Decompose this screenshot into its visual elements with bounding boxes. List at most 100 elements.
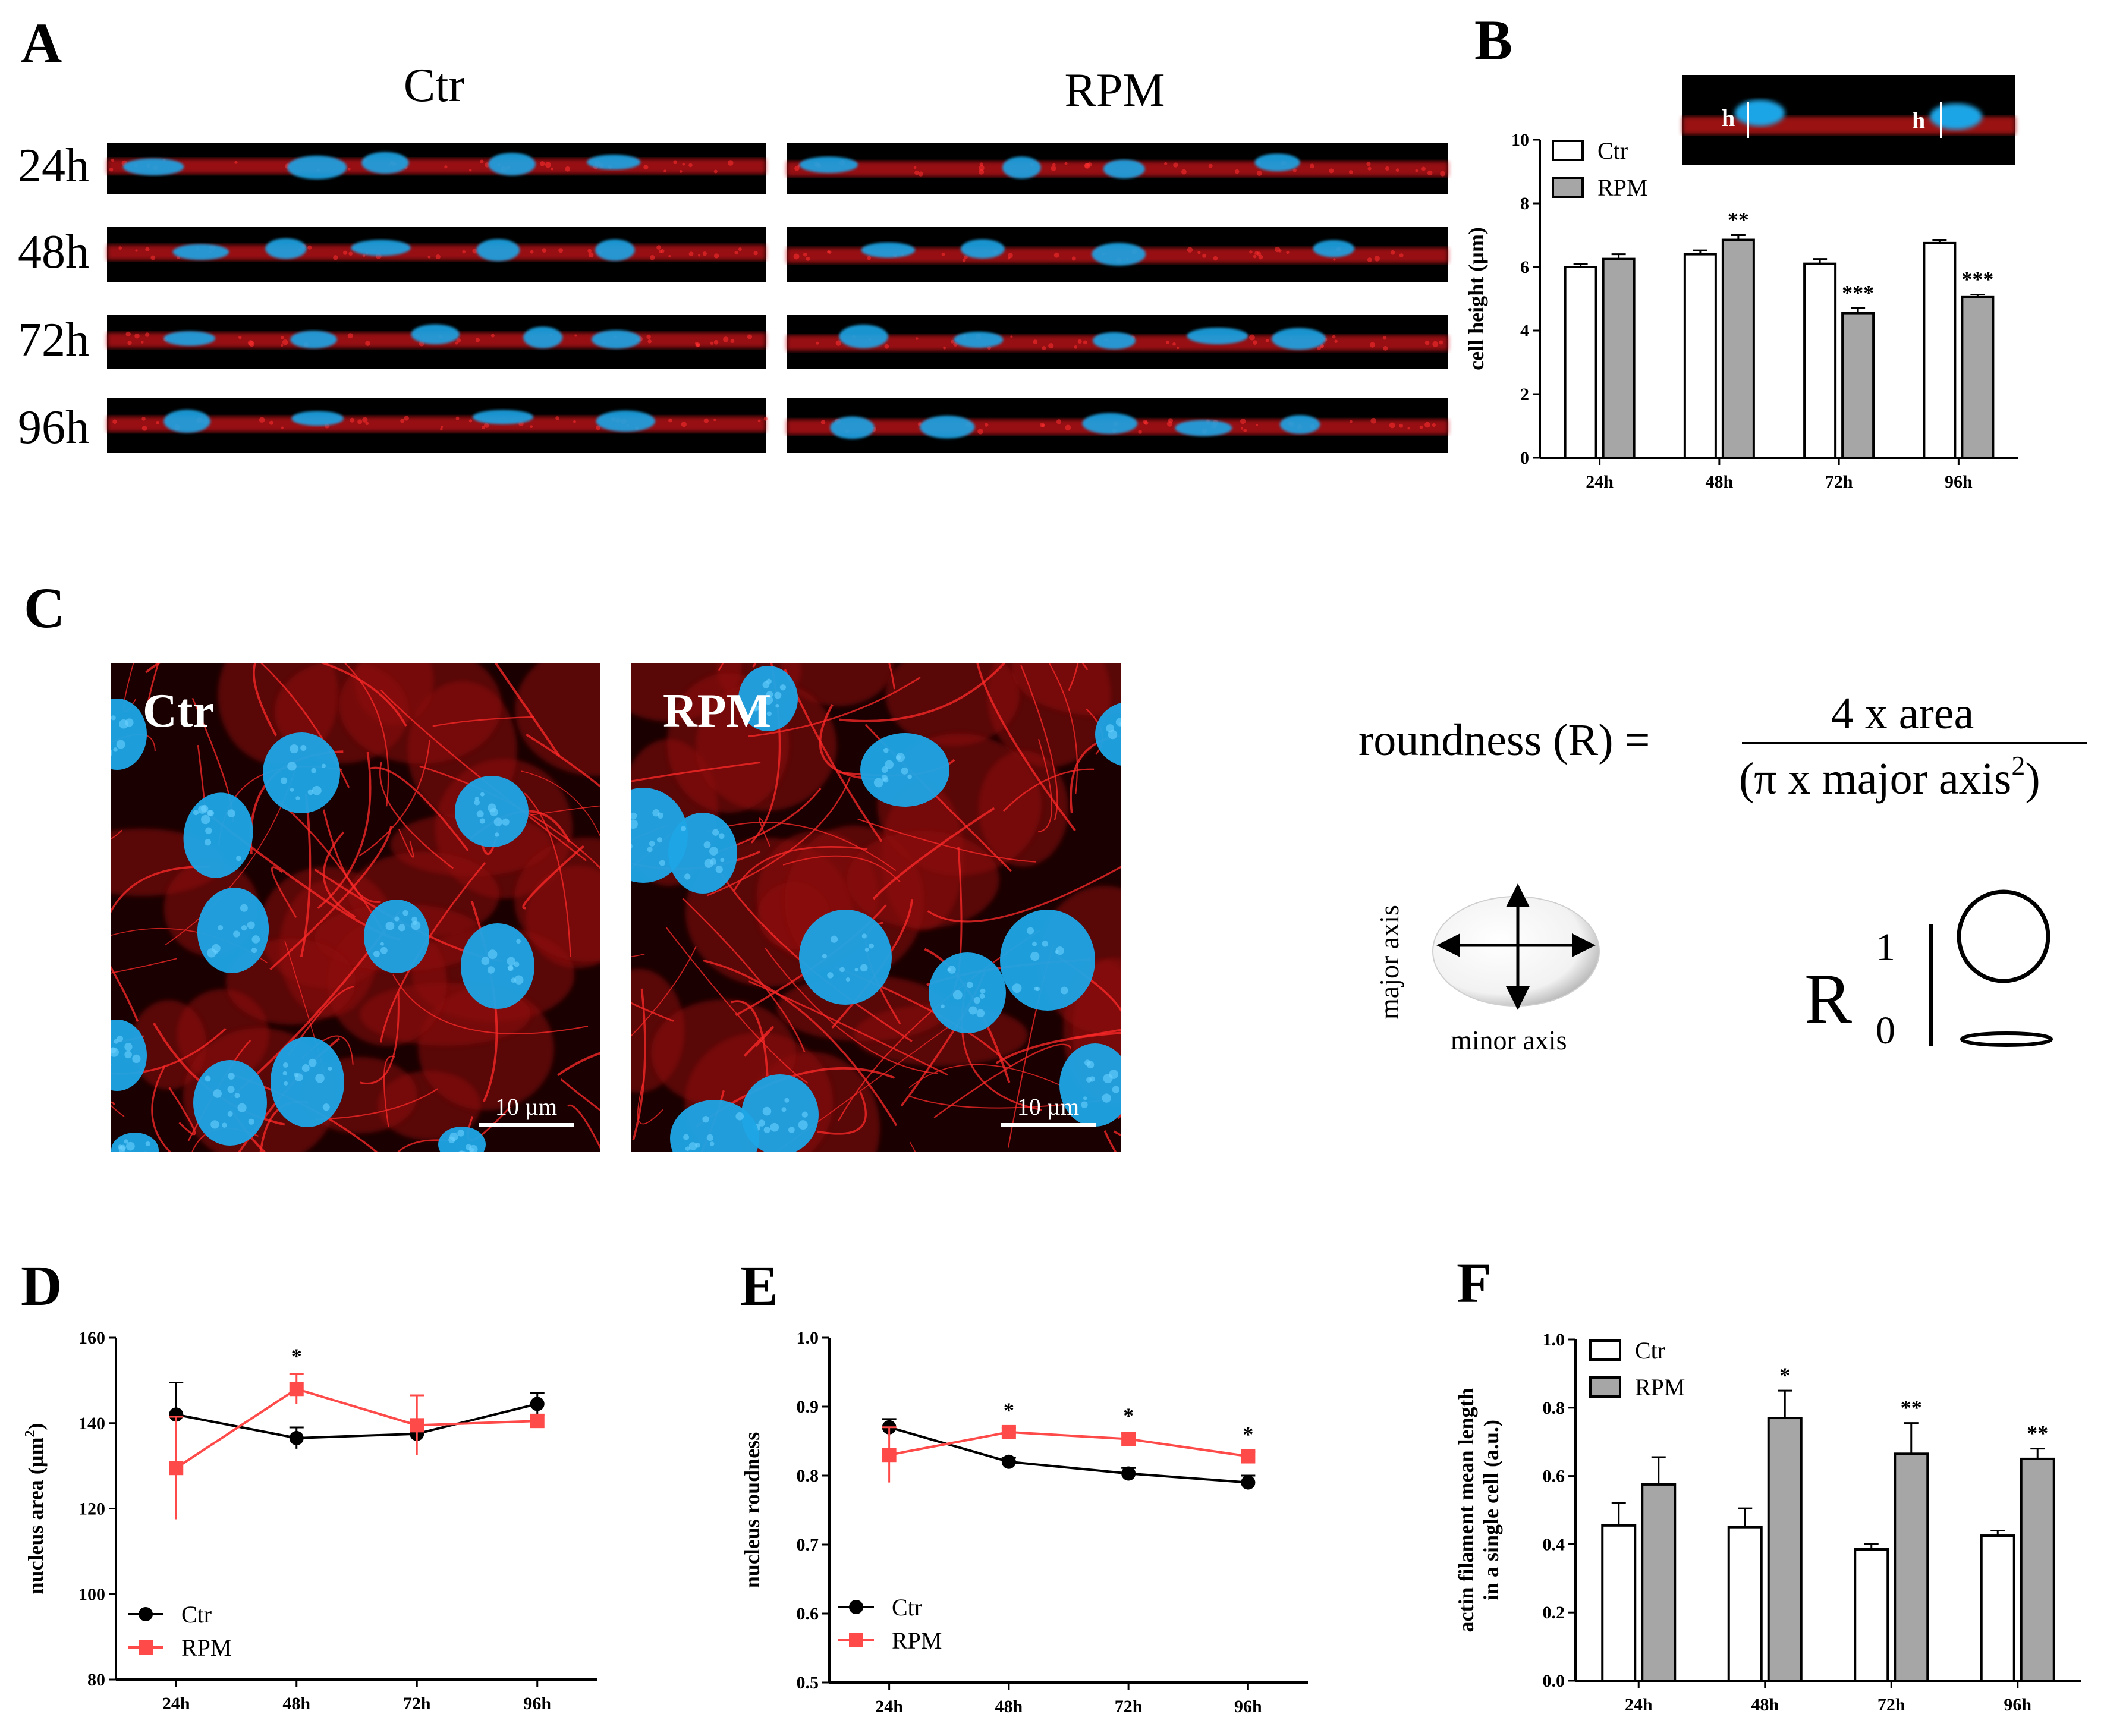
nucleolus-speck: [228, 1073, 235, 1080]
nucleus-section: [1103, 159, 1145, 179]
actin-speck: [574, 334, 577, 337]
nucleolus-speck: [1115, 718, 1121, 727]
nucleolus-speck: [631, 819, 638, 829]
x-tick-label: 24h: [1625, 1695, 1653, 1715]
actin-speck: [1382, 335, 1387, 340]
nucleolus-speck: [287, 762, 297, 771]
nucleolus-speck: [111, 1063, 112, 1065]
nucleolus-speck: [703, 841, 711, 849]
panel-a-row-label-24h: 24h: [18, 140, 89, 192]
circle-shape-icon: [1957, 889, 2050, 983]
actin-fiber: [1068, 663, 1079, 691]
nucleus-section: [1187, 327, 1248, 345]
actin-speck: [1348, 170, 1353, 174]
actin-speck: [238, 335, 242, 339]
y-axis-label-line2: in a single cell (a.u.): [1479, 1420, 1503, 1600]
nucleolus-speck: [200, 804, 209, 813]
nucleus-section: [1092, 243, 1146, 266]
actin-speck: [1399, 423, 1404, 428]
nucleolus-speck: [449, 1132, 458, 1141]
y-tick-label: 8: [1520, 194, 1529, 213]
nucleolus-speck: [1130, 740, 1135, 745]
actin-speck: [682, 163, 685, 166]
actin-speck: [1208, 163, 1213, 168]
nucleolus-speck: [762, 1106, 772, 1116]
actin-fiber: [494, 663, 561, 757]
significance-marker: **: [1728, 208, 1749, 232]
nucleolus-speck: [1060, 986, 1068, 995]
actin-speck: [713, 253, 719, 259]
nucleolus-speck: [860, 964, 868, 972]
actin-speck: [1010, 335, 1013, 338]
nucleolus-speck: [784, 1097, 790, 1103]
nucleolus-speck: [647, 847, 653, 853]
actin-speck: [530, 425, 533, 429]
panel-letter-e: E: [740, 1254, 778, 1317]
panel-letter-a: A: [21, 11, 62, 75]
actin-fiber: [379, 761, 454, 869]
y-axis-label-text: actin filament mean length: [1454, 1388, 1478, 1633]
actin-speck: [806, 256, 810, 261]
actin-speck: [347, 333, 353, 339]
nucleolus-speck: [1042, 941, 1049, 947]
actin-speck: [1427, 170, 1433, 176]
bar-ctr: [1923, 241, 1957, 459]
actin-speck: [1366, 162, 1371, 166]
nucleolus-speck: [300, 744, 307, 751]
legend-swatch-ctr: [1589, 1339, 1621, 1361]
actin-fiber: [315, 1088, 438, 1120]
significance-marker: ***: [1961, 268, 1993, 291]
actin-speck: [484, 423, 489, 428]
nucleolus-speck: [766, 691, 773, 698]
data-point-rpm: [289, 1382, 304, 1397]
actin-speck: [1350, 420, 1353, 423]
actin-speck: [362, 417, 368, 423]
actin-speck: [156, 420, 159, 424]
actin-speck: [979, 162, 983, 166]
actin-fiber: [432, 716, 534, 727]
nucleolus-speck: [394, 916, 400, 922]
nucleolus-speck: [881, 766, 888, 773]
actin-fiber: [748, 676, 921, 738]
actin-fiber: [231, 1073, 379, 1152]
legend-marker-rpm: [849, 1633, 863, 1647]
actin-fiber: [531, 805, 600, 816]
nucleolus-speck: [798, 1120, 808, 1130]
actin-speck: [647, 339, 652, 344]
nucleolus-speck: [106, 1074, 109, 1078]
actin-speck: [1370, 417, 1377, 424]
y-tick-label: 0.5: [797, 1673, 819, 1693]
nucleolus-speck: [411, 920, 421, 930]
actin-speck: [1258, 254, 1263, 260]
nucleolus-speck: [973, 996, 981, 1004]
actin-fiber: [360, 992, 400, 1084]
bar-ctr: [1854, 1548, 1889, 1682]
nucleolus-speck: [514, 961, 520, 967]
nucleolus-speck: [301, 1064, 310, 1072]
actin-speck: [1292, 168, 1297, 172]
nucleolus-speck: [227, 1111, 233, 1117]
actin-fiber: [145, 663, 159, 713]
actin-speck: [1440, 171, 1446, 177]
panel-a-col-label-ctr: Ctr: [404, 59, 464, 112]
actin-speck: [1176, 346, 1180, 350]
nucleolus-speck: [315, 1073, 325, 1083]
actin-speck: [281, 426, 284, 429]
actin-speck: [558, 248, 564, 253]
nucleus-section: [1313, 240, 1355, 257]
legend-swatch-rpm: [1589, 1376, 1621, 1398]
actin-speck: [400, 419, 405, 423]
nucleolus-speck: [457, 1130, 464, 1137]
legend-label-rpm: RPM: [892, 1627, 942, 1654]
actin-speck: [1164, 162, 1168, 166]
cytoplasm-region: [847, 831, 999, 929]
actin-speck: [282, 339, 288, 345]
nucleolus-speck: [1083, 1096, 1087, 1100]
actin-fiber: [872, 807, 995, 900]
nucleolus-speck: [709, 847, 718, 856]
nucleolus-speck: [124, 1043, 133, 1051]
actin-speck: [109, 167, 114, 172]
nucleus: [461, 923, 534, 1009]
nucleolus-speck: [725, 1154, 729, 1158]
actin-speck: [1053, 252, 1059, 258]
